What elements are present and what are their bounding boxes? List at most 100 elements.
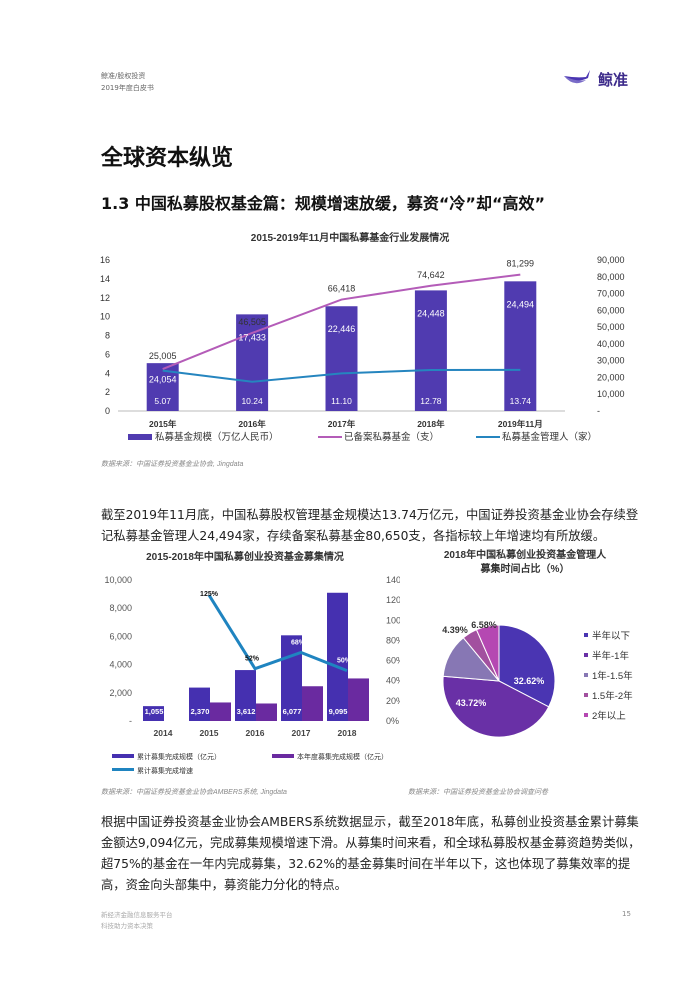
x-tick-label: 2018 bbox=[338, 728, 357, 738]
y2-tick-label: 20% bbox=[386, 696, 400, 706]
y2-tick-label: 90,000 bbox=[597, 255, 625, 265]
y-tick-label: 16 bbox=[100, 255, 110, 265]
x-tick-label: 2016 bbox=[246, 728, 265, 738]
bar-label: 1,055 bbox=[145, 707, 164, 716]
bar bbox=[236, 314, 269, 411]
line-label: 24,054 bbox=[149, 375, 177, 385]
chart-source: 数据来源：中国证券投资基金业协会AMBERS系统, Jingdata bbox=[101, 788, 287, 796]
bar-annual bbox=[256, 703, 277, 721]
y2-tick-label: 60% bbox=[386, 656, 400, 666]
bar-cumulative bbox=[235, 670, 256, 721]
y2-tick-label: 10,000 bbox=[597, 389, 625, 399]
growth-line bbox=[207, 594, 348, 673]
whale-logo-icon bbox=[564, 70, 590, 84]
y-tick-label: 14 bbox=[100, 274, 110, 284]
legend-swatch bbox=[584, 633, 588, 637]
x-tick-label: 2019年11月 bbox=[498, 419, 543, 429]
line-label: 22,446 bbox=[328, 324, 356, 334]
x-tick-label: 2014 bbox=[154, 728, 173, 738]
logo: 鲸准 bbox=[562, 68, 628, 90]
bar-label: 9,095 bbox=[329, 707, 348, 716]
line-label: 66,418 bbox=[328, 284, 356, 294]
bar bbox=[325, 306, 358, 411]
legend-swatch bbox=[112, 754, 134, 758]
y-tick-label: 8,000 bbox=[109, 603, 132, 613]
legend-label: 私募基金管理人（家） bbox=[502, 431, 597, 443]
legend-swatch bbox=[272, 754, 294, 758]
legend-label: 本年度募集完成规模（亿元） bbox=[297, 752, 388, 761]
bar-label: 12.78 bbox=[420, 396, 442, 406]
bar-cumulative bbox=[189, 687, 210, 721]
y2-tick-label: 50,000 bbox=[597, 322, 625, 332]
footer: 新经济金融信息服务平台 科技助力资本决策 bbox=[101, 910, 173, 932]
y2-tick-label: 70,000 bbox=[597, 289, 625, 299]
chart-source: 数据来源：中国证券投资基金业协会, Jingdata bbox=[101, 460, 243, 468]
y2-tick-label: 100% bbox=[386, 615, 400, 625]
pie-slice bbox=[498, 624, 556, 708]
y-tick-label: 10,000 bbox=[104, 575, 132, 585]
y2-tick-label: 80% bbox=[386, 635, 400, 645]
y-tick-label: 4 bbox=[105, 368, 110, 378]
y2-tick-label: 60,000 bbox=[597, 305, 625, 315]
y2-tick-label: 40% bbox=[386, 676, 400, 686]
legend-swatch bbox=[112, 768, 134, 771]
pie-label: 43.72% bbox=[456, 698, 487, 708]
paragraph-1: 截至2019年11月底，中国私募股权管理基金规模达13.74万亿元，中国证券投资… bbox=[101, 508, 639, 543]
header-line2: 2019年度白皮书 bbox=[101, 84, 154, 92]
x-tick-label: 2017年 bbox=[328, 419, 356, 429]
line-label: 25,005 bbox=[149, 351, 177, 361]
chart-source: 数据来源：中国证券投资基金业协会调查问卷 bbox=[408, 788, 549, 796]
line-label: 74,642 bbox=[417, 270, 445, 280]
page-title: 全球资本纵览 bbox=[101, 146, 234, 171]
y-tick-label: - bbox=[129, 716, 132, 726]
legend-label: 累计募集完成规模（亿元） bbox=[137, 752, 221, 761]
y2-tick-label: 20,000 bbox=[597, 372, 625, 382]
legend-swatch bbox=[584, 713, 588, 717]
bar-label: 3,612 bbox=[237, 707, 256, 716]
legend-label: 累计募集完成增速 bbox=[137, 766, 193, 775]
legend-label: 2年以上 bbox=[592, 710, 626, 722]
logo-text: 鲸准 bbox=[598, 70, 629, 89]
line-label: 17,433 bbox=[238, 332, 266, 342]
chart-title: 2015-2019年11月中国私募基金行业发展情况 bbox=[251, 231, 449, 244]
legend-swatch bbox=[584, 693, 588, 697]
page-number: 15 bbox=[622, 910, 631, 918]
y2-tick-label: 80,000 bbox=[597, 272, 625, 282]
line-label: 46,505 bbox=[238, 317, 266, 327]
bar bbox=[504, 281, 537, 411]
pie-label: 32.62% bbox=[514, 676, 545, 686]
legend-label: 1年-1.5年 bbox=[592, 670, 633, 682]
paragraph-2: 根据中国证券投资基金业协会AMBERS系统数据显示，截至2018年底，私募创业投… bbox=[101, 815, 641, 892]
bar bbox=[414, 290, 447, 411]
chart-title: 募集时间占比（%） bbox=[480, 562, 570, 575]
header-line1: 鲸准/股权投资 bbox=[101, 72, 146, 80]
legend-swatch bbox=[584, 653, 588, 657]
bar-label: 2,370 bbox=[191, 707, 210, 716]
growth-label: 50% bbox=[337, 658, 352, 665]
line-1 bbox=[162, 273, 521, 370]
bar-label: 5.07 bbox=[154, 396, 171, 406]
y-tick-label: 0 bbox=[105, 406, 110, 416]
y-tick-label: 8 bbox=[105, 331, 110, 341]
legend-label: 半年以下 bbox=[592, 630, 630, 642]
x-tick-label: 2016年 bbox=[238, 419, 266, 429]
pie-label: 6.58% bbox=[471, 620, 497, 630]
footer-line1: 新经济金融信息服务平台 bbox=[101, 911, 173, 919]
growth-label: 125% bbox=[200, 591, 219, 598]
x-tick-label: 2018年 bbox=[417, 419, 445, 429]
y2-tick-label: 30,000 bbox=[597, 356, 625, 366]
y-tick-label: 2,000 bbox=[109, 688, 132, 698]
legend-swatch bbox=[584, 673, 588, 677]
line-2 bbox=[162, 368, 521, 383]
line-label: 24,448 bbox=[417, 308, 445, 318]
legend-label: 已备案私募基金（支） bbox=[344, 431, 439, 443]
header-text: 鲸准/股权投资 2019年度白皮书 bbox=[101, 70, 154, 94]
chart-title: 2015-2018年中国私募创业投资基金募集情况 bbox=[146, 550, 344, 563]
y-tick-label: 10 bbox=[100, 312, 110, 322]
growth-label: 68% bbox=[291, 640, 306, 647]
bar-annual bbox=[302, 686, 323, 721]
growth-label: 52% bbox=[245, 656, 260, 663]
footer-line2: 科技助力资本决策 bbox=[101, 922, 153, 930]
